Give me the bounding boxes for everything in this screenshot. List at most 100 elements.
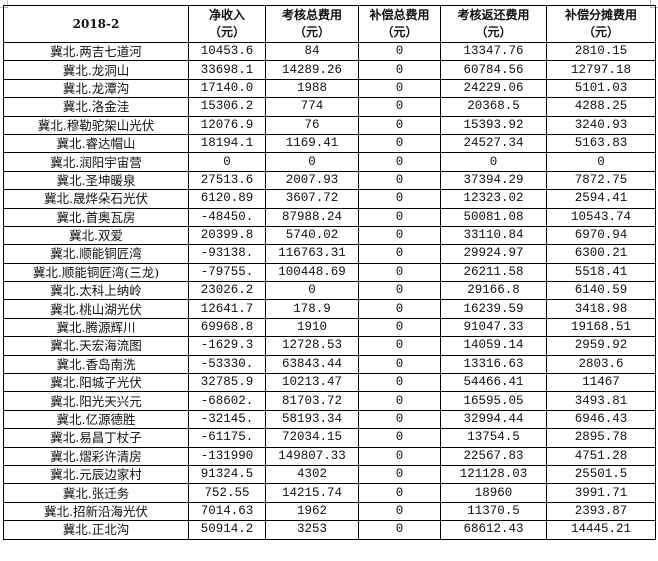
cell-net-income[interactable]: 12641.7 [188,299,266,319]
cell-compensation-share[interactable]: 3240.93 [546,115,656,135]
cell-compensation-share[interactable]: 5101.03 [546,78,656,99]
cell-assessment-total[interactable]: 72034.15 [265,428,359,448]
cell-assessment-refund[interactable]: 50081.08 [440,207,547,227]
cell-period[interactable]: 冀北.腾源辉川 [3,317,189,338]
cell-assessment-refund[interactable]: 12323.02 [440,189,547,209]
cell-period[interactable]: 冀北.阳光天兴元 [3,391,189,411]
cell-compensation-share[interactable]: 14445.21 [546,520,656,540]
cell-net-income[interactable]: 27513.6 [188,170,266,191]
cell-assessment-refund[interactable]: 16595.05 [440,391,547,411]
cell-compensation-share[interactable]: 3418.98 [546,299,656,319]
cell-assessment-refund[interactable]: 68612.43 [440,520,547,540]
cell-compensation-share[interactable]: 2895.78 [546,428,656,448]
cell-assessment-total[interactable]: 774 [265,97,359,117]
cell-assessment-refund[interactable]: 121128.03 [440,464,547,485]
cell-assessment-total[interactable]: 1169.41 [265,133,359,154]
cell-period[interactable]: 冀北.香岛南洗 [3,354,189,375]
cell-net-income[interactable]: 7014.63 [188,501,266,522]
cell-net-income[interactable]: -48450. [188,207,266,227]
cell-assessment-total[interactable]: 3607.72 [265,189,359,209]
cell-compensation-share[interactable]: 2959.92 [546,336,656,356]
cell-assessment-refund[interactable]: 54466.41 [440,373,547,393]
cell-net-income[interactable]: -53330. [188,354,266,375]
cell-assessment-total[interactable]: 0 [265,152,359,172]
cell-assessment-refund[interactable]: 33110.84 [440,225,547,246]
cell-assessment-total[interactable]: 10213.47 [265,373,359,393]
cell-assessment-total[interactable]: 0 [265,281,359,301]
cell-compensation-total[interactable]: 0 [358,501,441,522]
cell-compensation-share[interactable]: 6946.43 [546,409,656,430]
cell-compensation-share[interactable]: 2594.41 [546,189,656,209]
cell-assessment-total[interactable]: 87988.24 [265,207,359,227]
cell-compensation-share[interactable]: 0 [546,152,656,172]
cell-assessment-total[interactable]: 3253 [265,520,359,540]
cell-compensation-total[interactable]: 0 [358,299,441,319]
cell-compensation-total[interactable]: 0 [358,262,441,283]
cell-period[interactable]: 冀北.熠彩许清房 [3,446,189,466]
cell-assessment-total[interactable]: 14289.26 [265,60,359,80]
cell-compensation-total[interactable]: 0 [358,133,441,154]
cell-net-income[interactable]: 91324.5 [188,464,266,485]
cell-compensation-share[interactable]: 7872.75 [546,170,656,191]
cell-compensation-total[interactable]: 0 [358,207,441,227]
cell-assessment-refund[interactable]: 32994.44 [440,409,547,430]
cell-compensation-total[interactable]: 0 [358,464,441,485]
cell-compensation-share[interactable]: 4751.28 [546,446,656,466]
cell-assessment-refund[interactable]: 13316.63 [440,354,547,375]
cell-assessment-total[interactable]: 58193.34 [265,409,359,430]
cell-compensation-share[interactable]: 4288.25 [546,97,656,117]
cell-assessment-total[interactable]: 81703.72 [265,391,359,411]
cell-assessment-refund[interactable]: 20368.5 [440,97,547,117]
cell-assessment-refund[interactable]: 13754.5 [440,428,547,448]
cell-net-income[interactable]: -68602. [188,391,266,411]
cell-period[interactable]: 冀北.顺能铜匠湾(三龙) [3,262,189,283]
cell-assessment-total[interactable]: 14215.74 [265,483,359,503]
cell-assessment-total[interactable]: 1988 [265,78,359,99]
cell-compensation-total[interactable]: 0 [358,225,441,246]
cell-compensation-total[interactable]: 0 [358,152,441,172]
cell-net-income[interactable]: -32145. [188,409,266,430]
cell-period[interactable]: 冀北.太科上纳岭 [3,281,189,301]
cell-compensation-total[interactable]: 0 [358,483,441,503]
cell-assessment-total[interactable]: 1910 [265,317,359,338]
cell-compensation-total[interactable]: 0 [358,409,441,430]
cell-assessment-refund[interactable]: 16239.59 [440,299,547,319]
cell-net-income[interactable]: -1629.3 [188,336,266,356]
cell-net-income[interactable]: -131990 [188,446,266,466]
cell-compensation-total[interactable]: 0 [358,446,441,466]
cell-net-income[interactable]: 69968.8 [188,317,266,338]
cell-period[interactable]: 冀北.元辰边家村 [3,464,189,485]
cell-assessment-refund[interactable]: 24229.06 [440,78,547,99]
cell-assessment-total[interactable]: 149807.33 [265,446,359,466]
cell-assessment-total[interactable]: 4302 [265,464,359,485]
cell-assessment-refund[interactable]: 0 [440,152,547,172]
cell-compensation-total[interactable]: 0 [358,336,441,356]
cell-net-income[interactable]: 17140.0 [188,78,266,99]
cell-assessment-total[interactable]: 5740.02 [265,225,359,246]
cell-compensation-share[interactable]: 12797.18 [546,60,656,80]
cell-period[interactable]: 冀北.首奥瓦房 [3,207,189,227]
cell-net-income[interactable]: -61175. [188,428,266,448]
cell-net-income[interactable]: 0 [188,152,266,172]
cell-compensation-total[interactable]: 0 [358,97,441,117]
cell-period[interactable]: 冀北.穆勒驼架山光伏 [3,115,189,135]
cell-compensation-total[interactable]: 0 [358,244,441,264]
cell-assessment-refund[interactable]: 37394.29 [440,170,547,191]
cell-net-income[interactable]: 23026.2 [188,281,266,301]
cell-period[interactable]: 冀北.易昌丁杖子 [3,428,189,448]
cell-assessment-refund[interactable]: 13347.76 [440,41,547,62]
cell-compensation-share[interactable]: 6140.59 [546,281,656,301]
cell-period[interactable]: 冀北.阳城子光伏 [3,373,189,393]
cell-assessment-refund[interactable]: 29166.8 [440,281,547,301]
cell-assessment-refund[interactable]: 29924.97 [440,244,547,264]
cell-period[interactable]: 冀北.顺能铜匠湾 [3,244,189,264]
cell-period[interactable]: 冀北.两吉七道河 [3,41,189,62]
cell-assessment-total[interactable]: 116763.31 [265,244,359,264]
cell-assessment-total[interactable]: 12728.53 [265,336,359,356]
cell-period[interactable]: 冀北.洛金洼 [3,97,189,117]
cell-compensation-total[interactable]: 0 [358,391,441,411]
cell-period[interactable]: 冀北.亿源德胜 [3,409,189,430]
cell-assessment-refund[interactable]: 18960 [440,483,547,503]
cell-compensation-share[interactable]: 5518.41 [546,262,656,283]
cell-net-income[interactable]: 32785.9 [188,373,266,393]
